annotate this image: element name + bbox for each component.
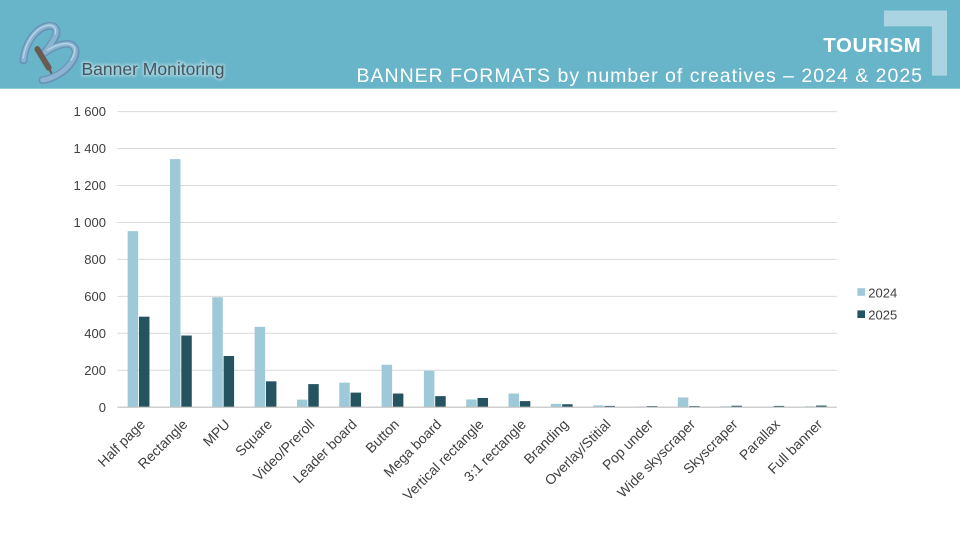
svg-text:1 400: 1 400 [73,141,106,156]
svg-text:Banner Monitoring: Banner Monitoring [82,59,225,79]
svg-text:BANNER FORMATS by number of cr: BANNER FORMATS by number of creatives – … [357,65,924,87]
svg-text:1 600: 1 600 [73,104,106,119]
svg-text:2025: 2025 [868,308,897,323]
svg-text:200: 200 [84,363,106,378]
svg-text:TOURISM: TOURISM [823,34,921,57]
svg-text:MPU: MPU [199,416,232,449]
svg-text:1 000: 1 000 [73,215,106,230]
svg-text:Button: Button [362,416,402,456]
svg-text:0: 0 [99,400,106,415]
svg-text:1 200: 1 200 [73,178,106,193]
svg-text:Banner Monitoring: Banner Monitoring [82,59,225,79]
svg-text:600: 600 [84,289,106,304]
svg-text:2024: 2024 [868,285,897,300]
svg-text:800: 800 [84,252,106,267]
svg-text:400: 400 [84,326,106,341]
